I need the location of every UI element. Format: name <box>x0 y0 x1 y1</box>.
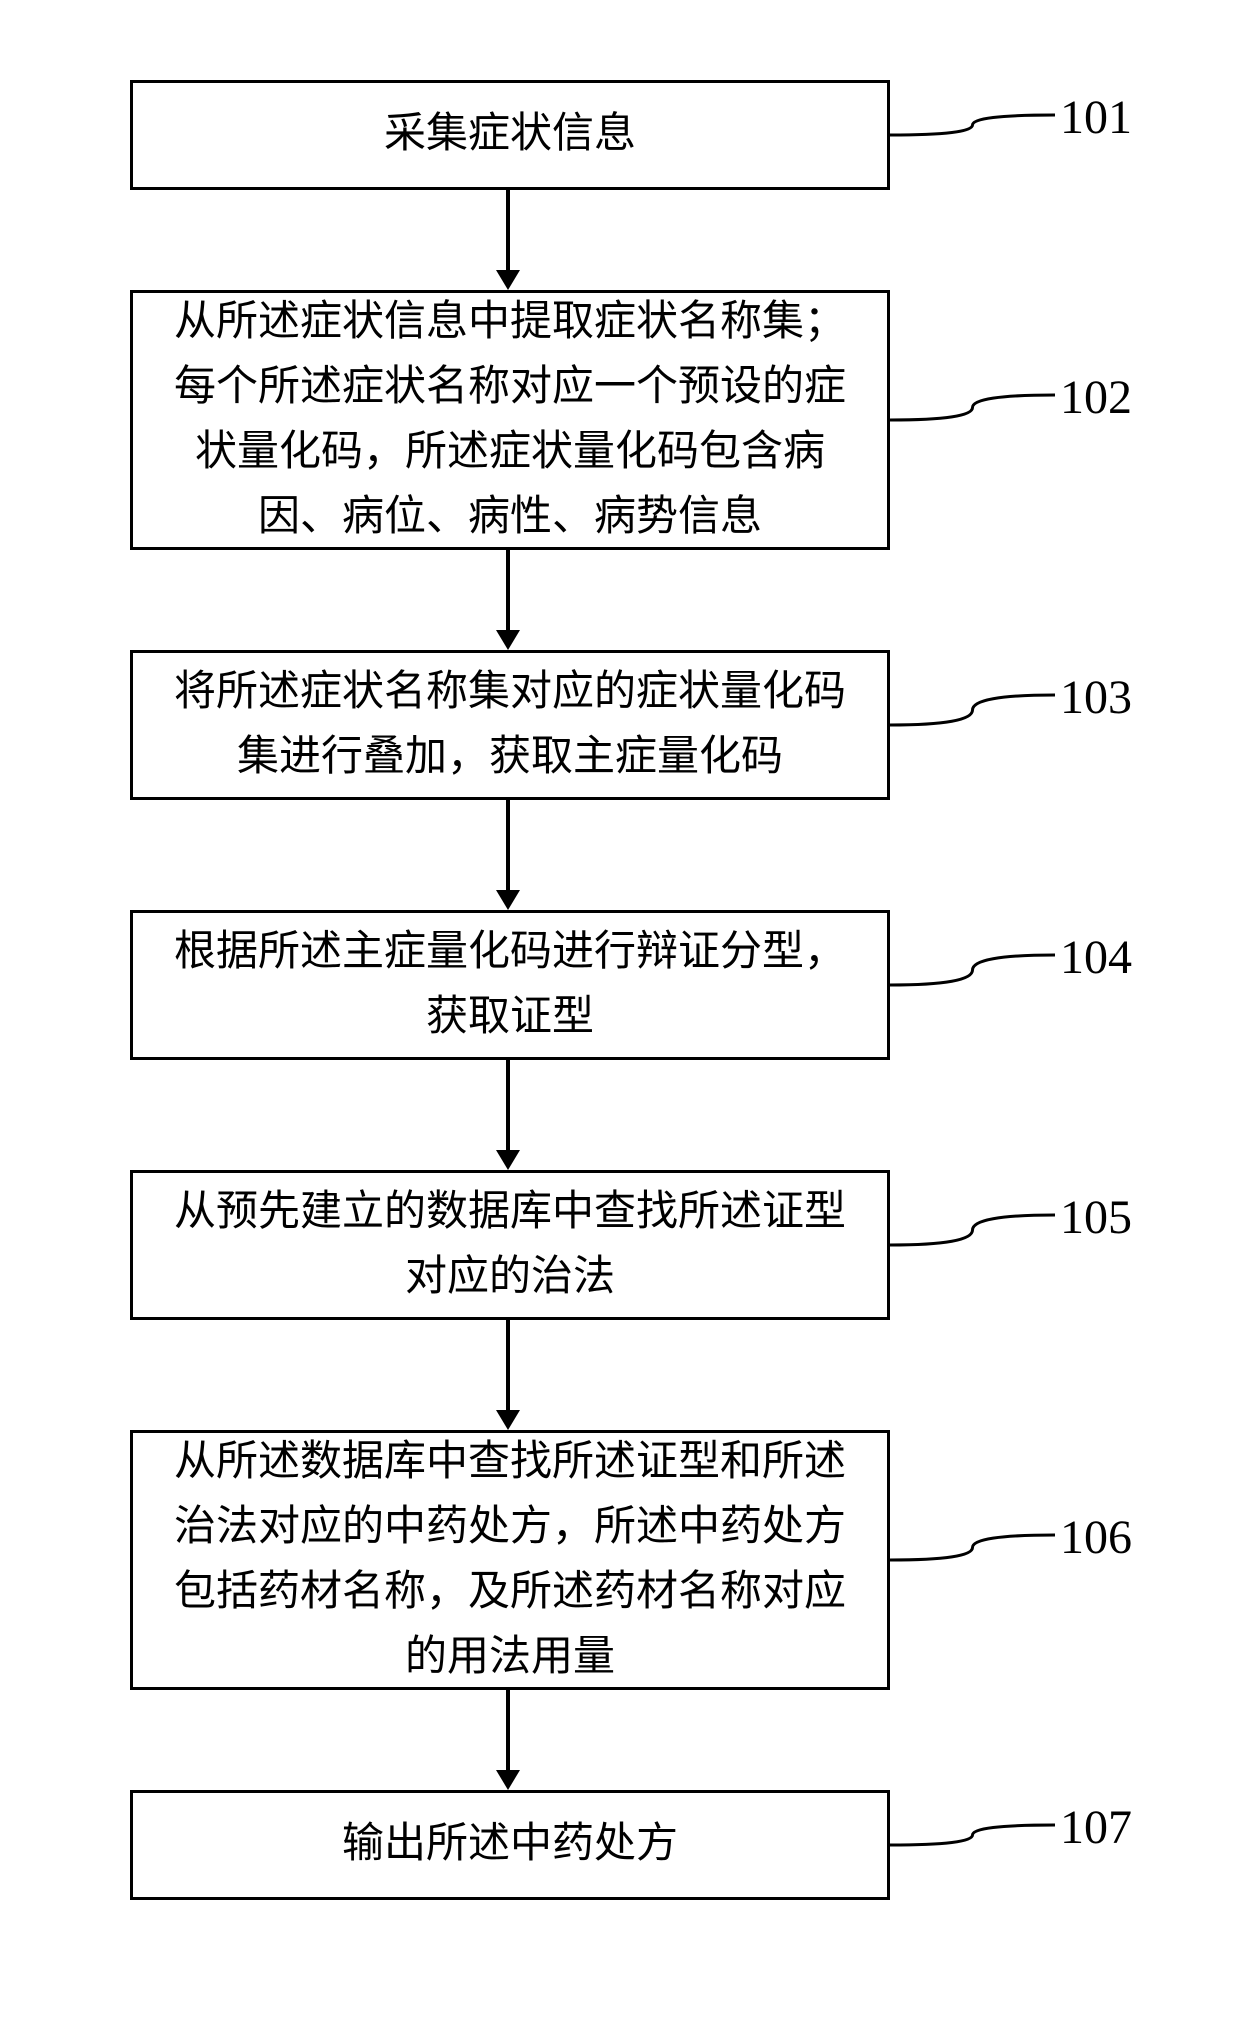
flow-node-text: 输出所述中药处方 <box>342 1812 678 1877</box>
flow-node-text: 采集症状信息 <box>384 102 636 167</box>
label-connector <box>890 1205 1065 1255</box>
step-label-106: 106 <box>1060 1510 1132 1565</box>
arrow-head-icon <box>496 1410 520 1430</box>
arrow-head-icon <box>496 890 520 910</box>
flow-node-n107: 输出所述中药处方 <box>130 1790 890 1900</box>
step-label-103: 103 <box>1060 670 1132 725</box>
step-label-101: 101 <box>1060 90 1132 145</box>
arrow-head-icon <box>496 1770 520 1790</box>
label-connector <box>890 385 1065 430</box>
flow-node-text: 从所述症状信息中提取症状名称集；每个所述症状名称对应一个预设的症状量化码，所述症… <box>157 290 863 550</box>
flow-node-n101: 采集症状信息 <box>130 80 890 190</box>
flow-node-text: 从所述数据库中查找所述证型和所述治法对应的中药处方，所述中药处方包括药材名称，及… <box>157 1430 863 1690</box>
arrow-head-icon <box>496 630 520 650</box>
arrow-head-icon <box>496 270 520 290</box>
label-connector <box>890 1815 1065 1855</box>
flow-node-text: 根据所述主症量化码进行辩证分型，获取证型 <box>157 920 863 1050</box>
flow-node-n106: 从所述数据库中查找所述证型和所述治法对应的中药处方，所述中药处方包括药材名称，及… <box>130 1430 890 1690</box>
flow-node-text: 将所述症状名称集对应的症状量化码集进行叠加，获取主症量化码 <box>157 660 863 790</box>
arrow-line <box>506 190 510 270</box>
step-label-102: 102 <box>1060 370 1132 425</box>
label-connector <box>890 945 1065 995</box>
flow-node-n105: 从预先建立的数据库中查找所述证型对应的治法 <box>130 1170 890 1320</box>
flow-node-text: 从预先建立的数据库中查找所述证型对应的治法 <box>157 1180 863 1310</box>
arrow-line <box>506 800 510 890</box>
arrow-line <box>506 1060 510 1150</box>
label-connector <box>890 685 1065 735</box>
flow-node-n103: 将所述症状名称集对应的症状量化码集进行叠加，获取主症量化码 <box>130 650 890 800</box>
flow-node-n104: 根据所述主症量化码进行辩证分型，获取证型 <box>130 910 890 1060</box>
flowchart-canvas: 采集症状信息从所述症状信息中提取症状名称集；每个所述症状名称对应一个预设的症状量… <box>0 40 1240 2002</box>
arrow-line <box>506 550 510 630</box>
step-label-107: 107 <box>1060 1800 1132 1855</box>
arrow-line <box>506 1320 510 1410</box>
flow-node-n102: 从所述症状信息中提取症状名称集；每个所述症状名称对应一个预设的症状量化码，所述症… <box>130 290 890 550</box>
step-label-104: 104 <box>1060 930 1132 985</box>
arrow-line <box>506 1690 510 1770</box>
arrow-head-icon <box>496 1150 520 1170</box>
step-label-105: 105 <box>1060 1190 1132 1245</box>
label-connector <box>890 1525 1065 1570</box>
label-connector <box>890 105 1065 145</box>
